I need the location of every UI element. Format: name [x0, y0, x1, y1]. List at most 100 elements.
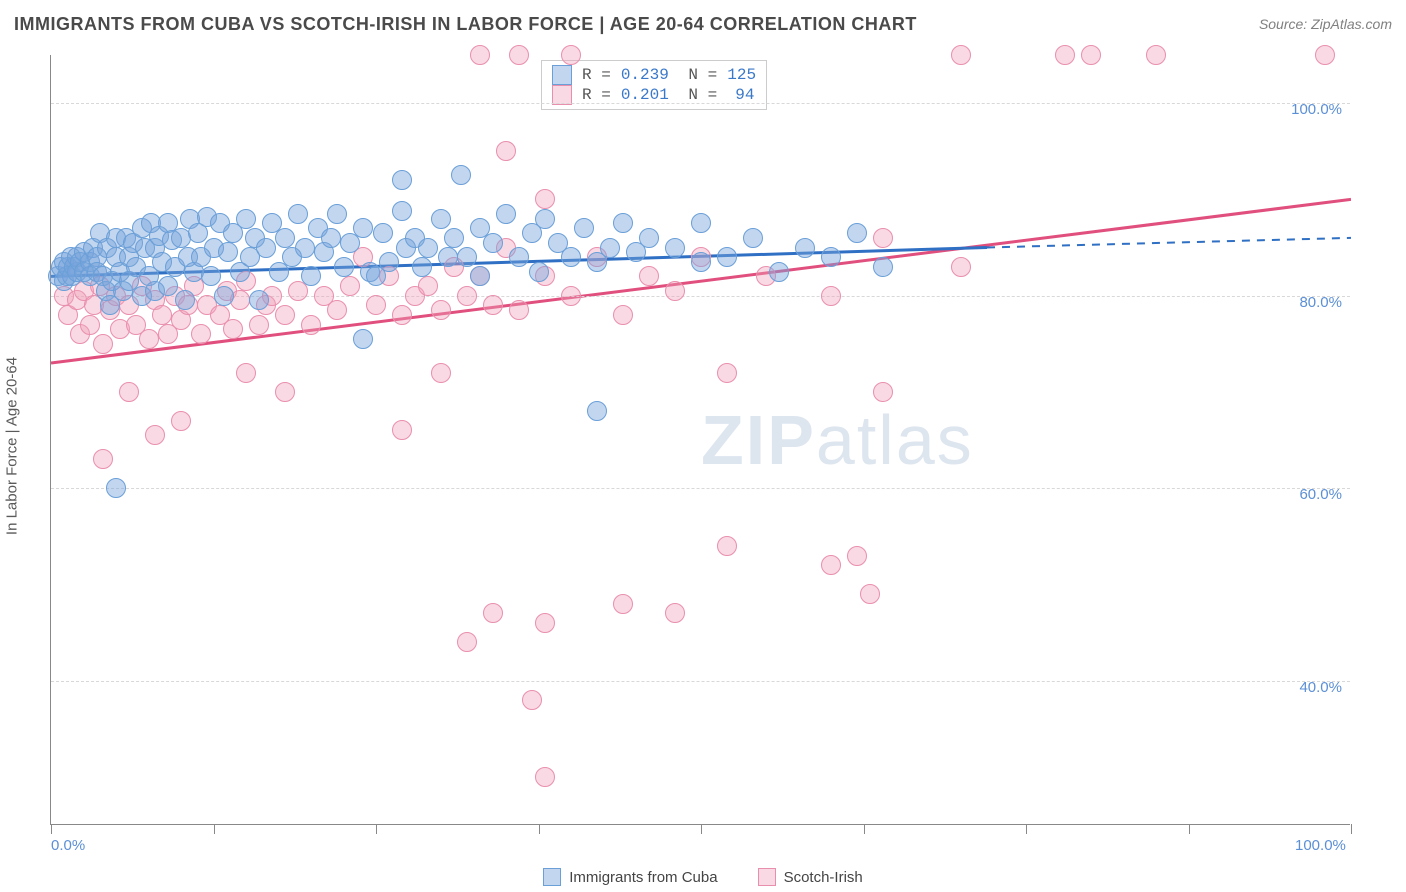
data-point-b — [139, 329, 159, 349]
x-tick-mark — [51, 824, 52, 834]
gridline-h — [51, 103, 1350, 104]
data-point-a — [457, 247, 477, 267]
data-point-a — [327, 204, 347, 224]
stats-r-label: R = — [582, 86, 611, 104]
data-point-b — [496, 141, 516, 161]
data-point-b — [119, 382, 139, 402]
x-tick-mark — [376, 824, 377, 834]
data-point-a — [218, 242, 238, 262]
x-tick-label: 100.0% — [1295, 837, 1346, 854]
data-point-b — [951, 257, 971, 277]
data-point-b — [1055, 45, 1075, 65]
data-point-b — [665, 281, 685, 301]
data-point-a — [431, 209, 451, 229]
data-point-a — [392, 170, 412, 190]
gridline-h — [51, 488, 1350, 489]
data-point-a — [587, 401, 607, 421]
data-point-b — [860, 584, 880, 604]
data-point-a — [821, 247, 841, 267]
data-point-b — [327, 300, 347, 320]
data-point-a — [214, 286, 234, 306]
data-point-b — [951, 45, 971, 65]
data-point-b — [275, 382, 295, 402]
x-tick-mark — [539, 824, 540, 834]
data-point-b — [1081, 45, 1101, 65]
data-point-b — [223, 319, 243, 339]
legend-item-b: Scotch-Irish — [758, 868, 863, 886]
source-attribution: Source: ZipAtlas.com — [1259, 16, 1392, 32]
watermark-bold: ZIP — [701, 401, 816, 479]
legend-label-a: Immigrants from Cuba — [569, 869, 717, 886]
data-point-a — [321, 228, 341, 248]
data-point-b — [561, 45, 581, 65]
data-point-a — [288, 204, 308, 224]
data-point-a — [353, 218, 373, 238]
stats-r-label: R = — [582, 66, 611, 84]
data-point-b — [301, 315, 321, 335]
data-point-a — [509, 247, 529, 267]
data-point-a — [379, 252, 399, 272]
data-point-a — [438, 247, 458, 267]
stats-swatch-b — [552, 85, 572, 105]
data-point-a — [691, 213, 711, 233]
data-point-b — [1315, 45, 1335, 65]
stats-n-label: N = — [679, 86, 717, 104]
data-point-a — [249, 290, 269, 310]
data-point-a — [496, 204, 516, 224]
data-point-a — [275, 228, 295, 248]
data-point-b — [613, 305, 633, 325]
legend-label-b: Scotch-Irish — [784, 869, 863, 886]
x-tick-label: 0.0% — [51, 837, 85, 854]
scatter-plot-area: ZIPatlas R = 0.239 N = 125 R = 0.201 N =… — [50, 55, 1350, 825]
chart-header: IMMIGRANTS FROM CUBA VS SCOTCH-IRISH IN … — [0, 0, 1406, 48]
data-point-b — [483, 295, 503, 315]
data-point-b — [873, 382, 893, 402]
data-point-b — [145, 425, 165, 445]
data-point-a — [256, 238, 276, 258]
data-point-b — [821, 555, 841, 575]
data-point-a — [412, 257, 432, 277]
data-point-b — [93, 334, 113, 354]
data-point-a — [158, 276, 178, 296]
data-point-b — [236, 363, 256, 383]
data-point-a — [847, 223, 867, 243]
data-point-a — [743, 228, 763, 248]
data-point-b — [639, 266, 659, 286]
data-point-b — [392, 420, 412, 440]
data-point-b — [93, 449, 113, 469]
data-point-b — [431, 300, 451, 320]
data-point-b — [249, 315, 269, 335]
stats-r-value-a: 0.239 — [621, 66, 669, 84]
x-tick-mark — [701, 824, 702, 834]
watermark-rest: atlas — [816, 401, 974, 479]
data-point-a — [444, 228, 464, 248]
stats-row-b: R = 0.201 N = 94 — [552, 85, 756, 105]
data-point-b — [847, 546, 867, 566]
stats-n-label: N = — [679, 66, 717, 84]
y-tick-label: 60.0% — [1299, 486, 1342, 503]
x-tick-mark — [864, 824, 865, 834]
data-point-a — [535, 209, 555, 229]
x-tick-mark — [214, 824, 215, 834]
trend-lines-layer — [51, 55, 1351, 825]
data-point-a — [717, 247, 737, 267]
y-tick-label: 80.0% — [1299, 294, 1342, 311]
stats-n-value-b: 94 — [727, 86, 754, 104]
data-point-a — [373, 223, 393, 243]
data-point-a — [574, 218, 594, 238]
stats-swatch-a — [552, 65, 572, 85]
data-point-b — [873, 228, 893, 248]
data-point-a — [691, 252, 711, 272]
data-point-a — [561, 247, 581, 267]
stats-row-a: R = 0.239 N = 125 — [552, 65, 756, 85]
data-point-a — [451, 165, 471, 185]
data-point-b — [470, 45, 490, 65]
data-point-a — [175, 290, 195, 310]
stats-r-value-b: 0.201 — [621, 86, 669, 104]
data-point-a — [665, 238, 685, 258]
data-point-b — [431, 363, 451, 383]
data-point-a — [236, 209, 256, 229]
data-point-b — [535, 189, 555, 209]
trend-line — [987, 238, 1351, 248]
data-point-a — [295, 238, 315, 258]
